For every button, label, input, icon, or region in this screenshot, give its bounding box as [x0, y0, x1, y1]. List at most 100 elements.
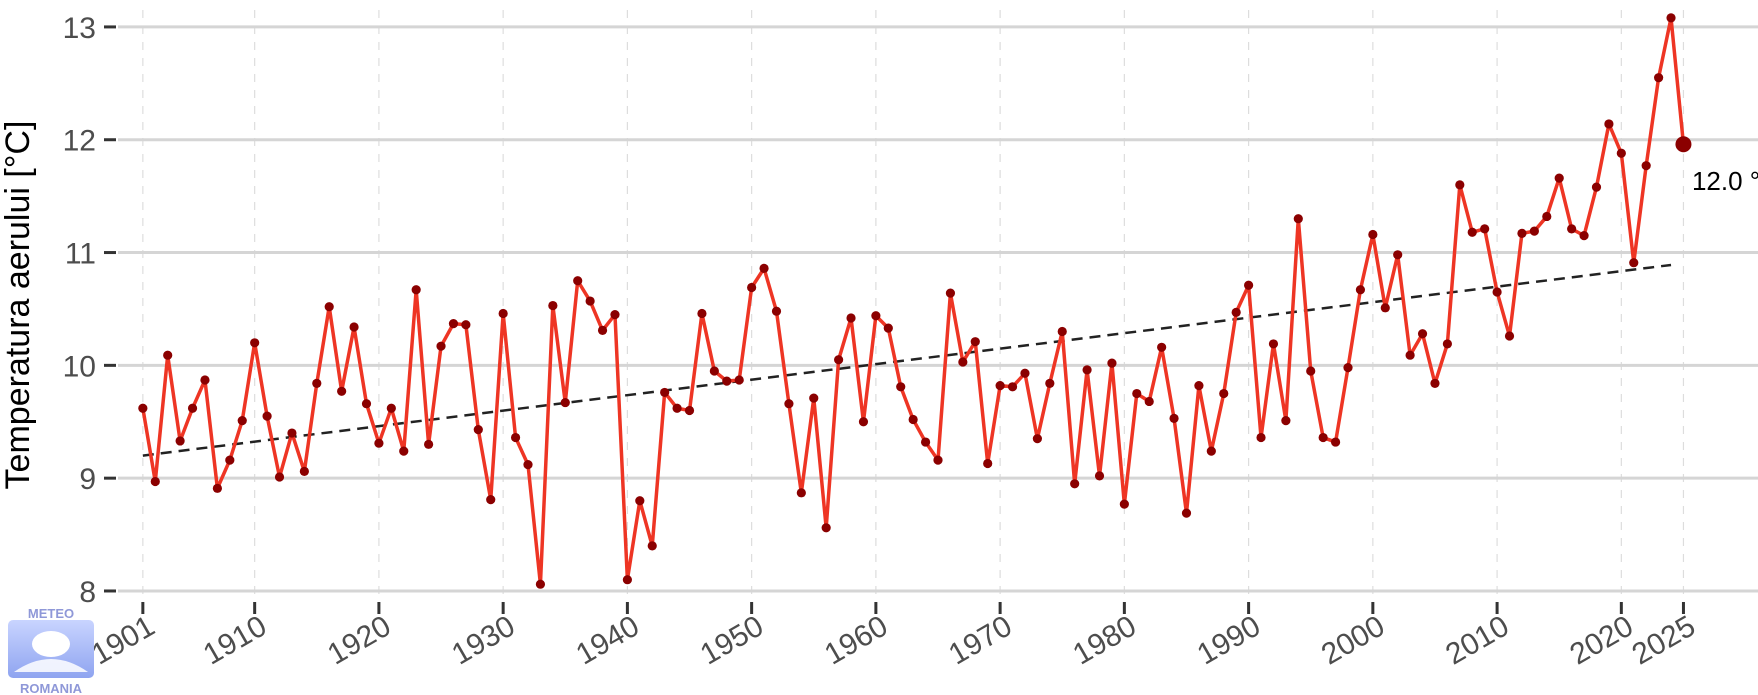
data-point	[1244, 280, 1254, 290]
data-point	[983, 458, 993, 469]
data-point	[150, 476, 160, 487]
grid-minor	[142, 10, 1685, 600]
x-tick-label: 1950	[695, 609, 769, 671]
x-tick-label: 1930	[446, 609, 520, 671]
x-tick-label: 2000	[1316, 609, 1390, 671]
data-point	[1616, 148, 1626, 158]
data-point	[1629, 258, 1639, 268]
data-point	[684, 405, 695, 416]
data-point	[262, 411, 272, 421]
data-point	[1045, 378, 1055, 389]
data-point	[1467, 227, 1477, 237]
data-point	[1206, 446, 1216, 456]
data-point	[386, 403, 396, 413]
data-point	[821, 523, 831, 533]
meteo-romania-logo: METEO ROMANIA	[8, 606, 94, 695]
data-point	[1417, 329, 1428, 339]
data-point	[573, 276, 583, 286]
data-point	[1641, 161, 1651, 171]
data-point	[1579, 231, 1589, 241]
data-point	[138, 403, 148, 413]
data-point	[399, 446, 409, 456]
data-point	[1504, 331, 1515, 341]
data-point	[1070, 479, 1080, 489]
data-point	[250, 338, 260, 348]
data-point	[610, 309, 620, 320]
data-point	[1094, 471, 1105, 481]
data-point	[1082, 365, 1092, 375]
x-tick-label: 1990	[1192, 609, 1266, 671]
data-point	[1132, 388, 1142, 399]
data-point	[995, 381, 1005, 391]
data-point	[337, 386, 347, 396]
data-point	[585, 296, 595, 306]
data-point	[709, 366, 719, 376]
x-tick-label: 1980	[1068, 609, 1142, 671]
data-point	[647, 541, 657, 551]
x-tick-label: 1901	[86, 609, 160, 671]
x-tick-label: 2010	[1440, 609, 1514, 671]
data-point	[697, 308, 707, 319]
x-tick-label: 1910	[198, 609, 272, 671]
data-point	[635, 496, 645, 506]
data-point	[510, 432, 521, 443]
axis-ticks	[104, 25, 1685, 614]
logo-sun	[32, 631, 70, 657]
data-point	[1529, 226, 1539, 236]
data-point	[324, 302, 334, 312]
data-point	[448, 319, 459, 329]
data-point	[896, 382, 906, 392]
y-tick-label: 12	[63, 125, 96, 158]
data-point	[424, 439, 434, 449]
data-point	[809, 393, 819, 403]
data-point	[1430, 378, 1440, 389]
data-point	[796, 488, 806, 498]
data-point	[1517, 228, 1527, 238]
data-point	[784, 399, 794, 409]
data-point	[535, 579, 546, 589]
data-point	[1380, 303, 1390, 313]
x-tick-label: 1940	[571, 609, 645, 671]
data-point	[560, 397, 570, 408]
data-point	[411, 285, 421, 295]
data-point	[1181, 508, 1192, 518]
data-point	[523, 460, 533, 470]
data-point	[237, 416, 247, 426]
data-point	[163, 350, 173, 360]
data-point	[1007, 382, 1018, 392]
data-point	[1281, 416, 1291, 426]
highlight-label: 12.0 °C	[1692, 166, 1758, 196]
data-point	[1169, 413, 1179, 423]
data-point	[374, 438, 384, 448]
y-tick-labels: 8 9 10 11 12 13	[63, 12, 96, 609]
x-tick-label: 1970	[943, 609, 1017, 671]
data-point	[1306, 366, 1316, 376]
data-point	[622, 575, 632, 585]
data-point	[1256, 432, 1266, 443]
data-point	[920, 437, 931, 447]
x-tick-label: 1920	[322, 609, 396, 671]
data-point	[1405, 350, 1415, 360]
data-point	[1157, 342, 1167, 352]
data-point	[1194, 381, 1204, 391]
data-point	[908, 414, 918, 425]
data-point	[349, 322, 359, 332]
data-point	[747, 282, 757, 293]
data-point	[933, 455, 943, 465]
data-point	[734, 375, 744, 385]
data-point	[473, 425, 483, 435]
data-point	[1368, 229, 1378, 240]
points-group	[138, 13, 1676, 589]
data-point	[1032, 434, 1042, 444]
data-point	[287, 428, 297, 438]
data-point	[1231, 307, 1241, 317]
grid-major	[118, 25, 1758, 593]
data-point	[871, 311, 881, 321]
data-point	[1343, 363, 1353, 373]
y-axis-title: Temperatura aerului [°C]	[0, 121, 37, 490]
data-point	[1393, 250, 1403, 260]
data-point	[1442, 339, 1452, 349]
series-group	[141, 16, 1686, 586]
data-point	[597, 325, 608, 335]
data-point	[1268, 339, 1279, 349]
